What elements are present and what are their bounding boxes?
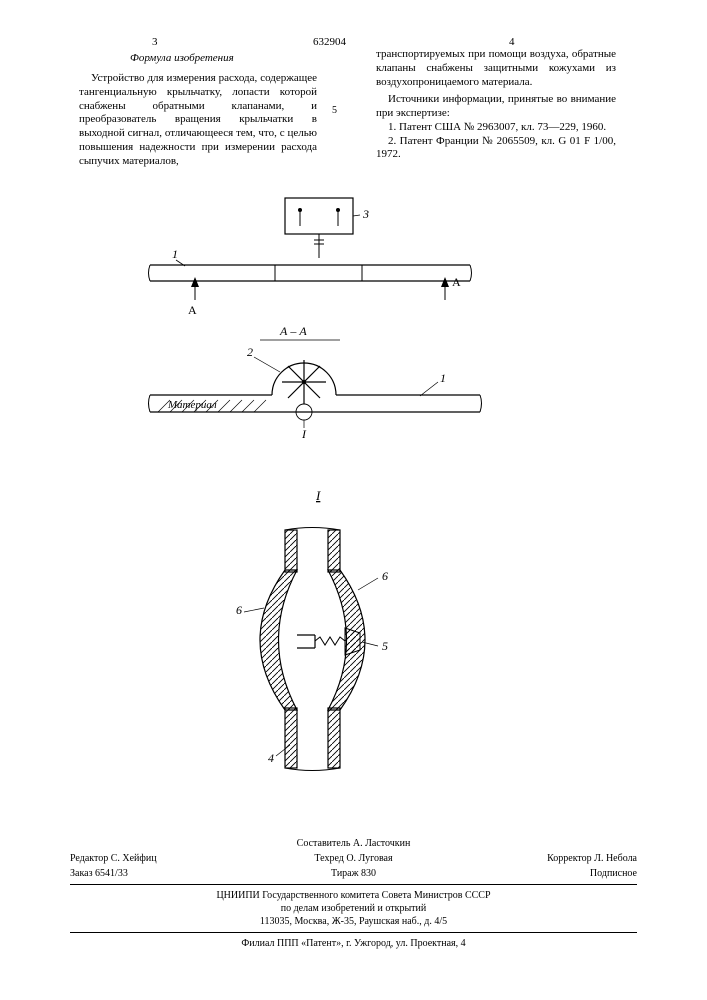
org-1: ЦНИИПИ Государственного комитета Совета …: [70, 889, 637, 902]
ref-1a: 1: [172, 247, 178, 261]
ref-2: 2: [247, 345, 253, 359]
claim-continuation: транспортируемых при помощи воздуха, обр…: [376, 48, 616, 89]
print-run: Тираж 830: [259, 867, 448, 880]
detail-marker: I: [301, 427, 307, 441]
ref-5: 5: [382, 639, 388, 653]
figures-region: 3 1 А А А – А: [80, 180, 620, 780]
page-num-left: 3: [152, 36, 158, 48]
figure-3: I: [236, 488, 388, 771]
footer: Составитель А. Ласточкин Редактор С. Хей…: [70, 837, 637, 950]
document-number: 632904: [313, 36, 346, 48]
figure-2: А – А Материал: [149, 324, 482, 441]
section-arrow-right: А: [452, 275, 461, 289]
page-num-right: 4: [509, 36, 515, 48]
editor: Редактор С. Хейфиц: [70, 852, 259, 865]
ref-6b: 6: [236, 603, 242, 617]
addr-2: Филиал ППП «Патент», г. Ужгород, ул. Про…: [70, 937, 637, 950]
source-2: 2. Патент Франции № 2065509, кл. G 01 F …: [376, 135, 616, 163]
formula-title: Формула изобретения: [130, 52, 234, 64]
ref-3: 3: [362, 207, 369, 221]
org-2: по делам изобретений и открытий: [70, 902, 637, 915]
right-column: транспортируемых при помощи воздуха, обр…: [376, 48, 616, 162]
techred: Техред О. Луговая: [259, 852, 448, 865]
section-arrow-left: А: [188, 303, 197, 317]
left-column: Устройство для измерения расхода, содерж…: [79, 72, 317, 168]
detail-label: I: [315, 488, 321, 503]
section-label: А – А: [279, 324, 307, 338]
compiler: Составитель А. Ласточкин: [259, 837, 448, 850]
ref-1b: 1: [440, 371, 446, 385]
order: Заказ 6541/33: [70, 867, 259, 880]
subscription: Подписное: [448, 867, 637, 880]
line-number-5: 5: [332, 105, 337, 116]
corrector: Корректор Л. Небола: [448, 852, 637, 865]
source-1: 1. Патент США № 2963007, кл. 73—229, 196…: [376, 121, 616, 135]
sources-title: Источники информации, принятые во вниман…: [376, 93, 616, 121]
claim-text: Устройство для измерения расхода, содерж…: [79, 72, 317, 168]
ref-6a: 6: [382, 569, 388, 583]
ref-4: 4: [268, 751, 274, 765]
material-label: Материал: [167, 399, 217, 411]
addr-1: 113035, Москва, Ж-35, Раушская наб., д. …: [70, 915, 637, 928]
figure-1: 3 1 А А: [149, 198, 472, 317]
